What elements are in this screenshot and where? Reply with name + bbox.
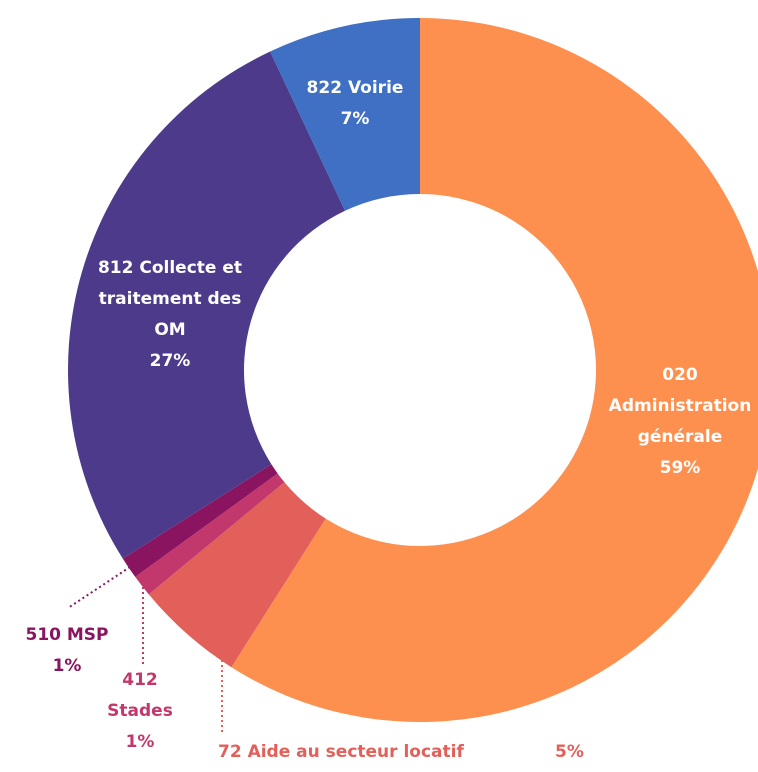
- value-label: 27%: [150, 351, 191, 371]
- slice-label: 812 Collecte et traitement des OM: [98, 258, 242, 340]
- slice: [231, 18, 758, 722]
- value-label: 1%: [126, 732, 155, 752]
- label-line: 412: [122, 670, 158, 690]
- leader-line: [67, 566, 131, 609]
- label-line: 812 Collecte et: [98, 258, 242, 278]
- label-line: 020: [662, 365, 698, 385]
- value-label: 59%: [660, 458, 701, 478]
- label-line: OM: [154, 320, 185, 340]
- slice-label: 822 Voirie: [307, 78, 404, 98]
- label-line: 510 MSP: [25, 625, 108, 645]
- value-label: 1%: [53, 656, 82, 676]
- slice: [148, 482, 326, 668]
- slice-label: 72 Aide au secteur locatif: [218, 742, 464, 762]
- slice: [67, 51, 346, 559]
- value-label: 5%: [555, 742, 584, 762]
- value-label: 7%: [341, 109, 370, 129]
- slice-label: 412 Stades: [107, 670, 173, 721]
- label-line: 822 Voirie: [307, 78, 404, 98]
- slice: [270, 18, 420, 211]
- label-line: traitement des: [99, 289, 242, 309]
- slice-label: 510 MSP: [25, 625, 108, 645]
- label-line: générale: [638, 427, 723, 447]
- label-line: Stades: [107, 701, 173, 721]
- slice: [135, 473, 285, 595]
- label-line: Administration: [609, 396, 752, 416]
- slice-label: 020 Administration générale: [609, 365, 752, 447]
- slice: [122, 464, 278, 577]
- label-line: 72 Aide au secteur locatif: [218, 742, 464, 762]
